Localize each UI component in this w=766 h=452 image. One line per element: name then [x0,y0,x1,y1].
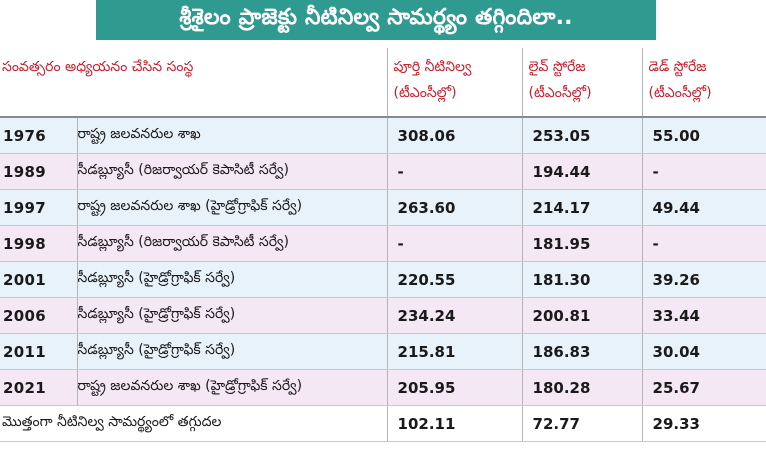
row-full-storage: 205.95 [386,369,523,406]
total-dead-storage: 29.33 [641,405,766,442]
table-row: 2001 సీడబ్ల్యూసీ (హైడ్రోగ్రాఫిక్ సర్వే) … [0,261,766,298]
row-full-storage: 215.81 [386,333,523,370]
table-row: 1976 రాష్ట్ర జలవనరుల శాఖ 308.06 253.05 5… [0,117,766,154]
row-live-storage: 180.28 [521,369,643,406]
header-full-storage-label: పూర్తి నీటినిల్వ [393,59,472,75]
row-year: 1989 [0,153,77,190]
row-year: 1976 [0,117,77,154]
row-full-storage: 234.24 [386,297,523,334]
row-full-storage: 263.60 [386,189,523,226]
row-dead-storage: - [641,153,766,190]
header-dead-storage-label: డెడ్ స్టోరేజ [648,59,707,75]
total-live-storage: 72.77 [521,405,643,442]
row-live-storage: 181.95 [521,225,643,262]
row-dead-storage: - [641,225,766,262]
row-organization: సీడబ్ల్యూసీ (రిజర్వాయర్ కెపాసిటీ సర్వే) [76,153,388,190]
row-year: 2006 [0,297,77,334]
row-organization: సీడబ్ల్యూసీ (హైడ్రోగ్రాఫిక్ సర్వే) [76,297,388,334]
table-row: 2006 సీడబ్ల్యూసీ (హైడ్రోగ్రాఫిక్ సర్వే) … [0,297,766,334]
row-dead-storage: 33.44 [641,297,766,334]
table-body: 1976 రాష్ట్ర జలవనరుల శాఖ 308.06 253.05 5… [0,117,766,442]
table-header: సంవత్సరం అధ్యయనం చేసిన సంస్థ పూర్తి నీటి… [0,48,766,118]
row-dead-storage: 39.26 [641,261,766,298]
header-year-org-label: సంవత్సరం అధ్యయనం చేసిన సంస్థ [2,59,194,75]
page-title: శ్రీశైలం ప్రాజెక్టు నీటినిల్వ సామర్థ్యం … [96,0,656,40]
table-row: 2021 రాష్ట్ర జలవనరుల శాఖ (హైడ్రోగ్రాఫిక్… [0,369,766,406]
header-live-storage: లైవ్ స్టోరేజ (టీఎంసీల్లో) [521,48,643,118]
table-row: 2011 సీడబ్ల్యూసీ (హైడ్రోగ్రాఫిక్ సర్వే) … [0,333,766,370]
storage-table: సంవత్సరం అధ్యయనం చేసిన సంస్థ పూర్తి నీటి… [0,48,766,442]
table-row: 1997 రాష్ట్ర జలవనరుల శాఖ (హైడ్రోగ్రాఫిక్… [0,189,766,226]
table-row: 1998 సీడబ్ల్యూసీ (రిజర్వాయర్ కెపాసిటీ సర… [0,225,766,262]
row-dead-storage: 30.04 [641,333,766,370]
row-live-storage: 214.17 [521,189,643,226]
header-full-storage: పూర్తి నీటినిల్వ (టీఎంసీల్లో) [386,48,523,118]
row-year: 2021 [0,369,77,406]
row-organization: సీడబ్ల్యూసీ (హైడ్రోగ్రాఫిక్ సర్వే) [76,333,388,370]
row-live-storage: 181.30 [521,261,643,298]
header-live-storage-label: లైవ్ స్టోరేజ [528,59,586,75]
row-live-storage: 253.05 [521,117,643,154]
row-year: 2001 [0,261,77,298]
row-full-storage: 220.55 [386,261,523,298]
row-organization: రాష్ట్ర జలవనరుల శాఖ [76,117,388,154]
row-year: 1997 [0,189,77,226]
header-dead-storage: డెడ్ స్టోరేజ (టీఎంసీల్లో) [641,48,766,118]
row-year: 2011 [0,333,77,370]
header-year-org: సంవత్సరం అధ్యయనం చేసిన సంస్థ [0,48,388,118]
header-dead-storage-unit: (టీఎంసీల్లో) [648,85,712,101]
row-organization: రాష్ట్ర జలవనరుల శాఖ (హైడ్రోగ్రాఫిక్ సర్వ… [76,369,388,406]
row-organization: సీడబ్ల్యూసీ (హైడ్రోగ్రాఫిక్ సర్వే) [76,261,388,298]
row-dead-storage: 49.44 [641,189,766,226]
row-organization: రాష్ట్ర జలవనరుల శాఖ (హైడ్రోగ్రాఫిక్ సర్వ… [76,189,388,226]
row-full-storage: - [386,153,523,190]
header-row: సంవత్సరం అధ్యయనం చేసిన సంస్థ పూర్తి నీటి… [0,48,766,118]
total-full-storage: 102.11 [386,405,523,442]
row-full-storage: 308.06 [386,117,523,154]
row-live-storage: 194.44 [521,153,643,190]
total-row: మొత్తంగా నీటినిల్వ సామర్థ్యంలో తగ్గుదల 1… [0,405,766,442]
row-live-storage: 186.83 [521,333,643,370]
total-label: మొత్తంగా నీటినిల్వ సామర్థ్యంలో తగ్గుదల [0,405,388,442]
row-year: 1998 [0,225,77,262]
row-live-storage: 200.81 [521,297,643,334]
header-full-storage-unit: (టీఎంసీల్లో) [393,85,457,101]
header-live-storage-unit: (టీఎంసీల్లో) [528,85,592,101]
row-dead-storage: 55.00 [641,117,766,154]
table-row: 1989 సీడబ్ల్యూసీ (రిజర్వాయర్ కెపాసిటీ సర… [0,153,766,190]
row-full-storage: - [386,225,523,262]
row-dead-storage: 25.67 [641,369,766,406]
row-organization: సీడబ్ల్యూసీ (రిజర్వాయర్ కెపాసిటీ సర్వే) [76,225,388,262]
